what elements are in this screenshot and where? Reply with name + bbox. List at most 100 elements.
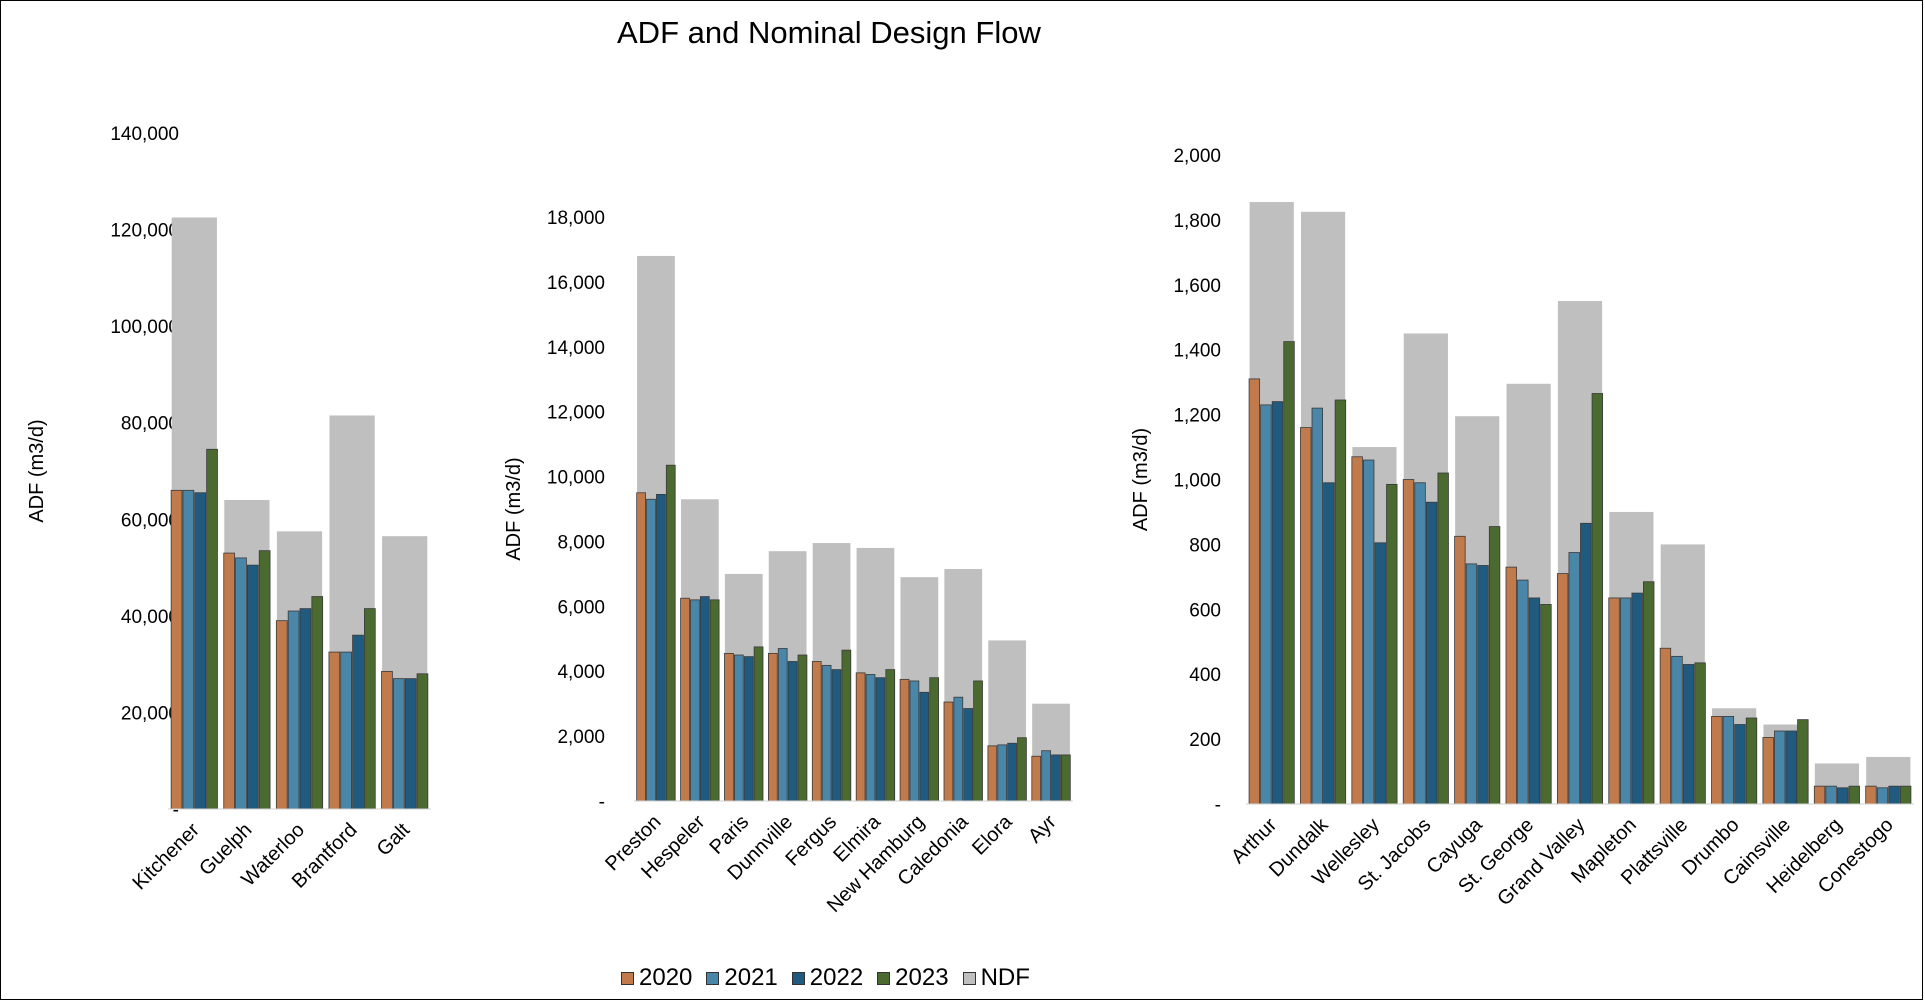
p3-y-tick-4: 800 bbox=[1189, 535, 1221, 556]
p3-y-tick-9: 1,800 bbox=[1173, 211, 1221, 232]
p2-bar-2021-preston bbox=[646, 498, 656, 802]
p3-bar-2020-plattsville bbox=[1659, 647, 1672, 805]
p2-bar-2023-preston bbox=[665, 464, 676, 802]
p1-bar-2023-brantford bbox=[364, 608, 376, 810]
p3-bar-2022-st-george bbox=[1528, 597, 1541, 805]
p1-y-tick-4: 80,000 bbox=[121, 414, 179, 435]
p3-bar-2023-mapleton bbox=[1643, 581, 1655, 805]
legend-label-2020: 2020 bbox=[639, 964, 693, 991]
p2-y-tick-8: 16,000 bbox=[547, 273, 605, 294]
p2-bar-2020-elmira bbox=[855, 672, 866, 802]
p2-y-tick-4: 8,000 bbox=[557, 532, 605, 553]
p2-y-tick-2: 4,000 bbox=[557, 662, 605, 683]
p3-bar-2022-st-jacobs bbox=[1425, 501, 1438, 805]
p1-x-tick-galt: Galt bbox=[373, 819, 415, 861]
p2-bar-2021-caledonia bbox=[953, 696, 964, 802]
p2-bar-2023-ayr bbox=[1061, 754, 1071, 802]
p3-bar-2023-plattsville bbox=[1694, 662, 1706, 805]
p3-bar-2020-st-jacobs bbox=[1402, 479, 1415, 805]
p3-bar-2020-conestogo bbox=[1865, 785, 1877, 805]
p2-bar-2023-dunnville bbox=[797, 654, 808, 802]
p2-bar-2022-paris bbox=[743, 656, 754, 802]
p1-bar-2021-kitchener bbox=[182, 489, 195, 810]
legend-label-2023: 2023 bbox=[895, 964, 949, 991]
legend-label-2021: 2021 bbox=[724, 964, 778, 991]
p2-bar-2020-new-hamburg bbox=[899, 678, 910, 802]
p3-bar-2023-grand-valley bbox=[1591, 393, 1604, 805]
p3-bar-2020-grand-valley bbox=[1556, 573, 1569, 805]
p1-bar-2020-galt bbox=[381, 670, 393, 810]
p3-y-tick-7: 1,400 bbox=[1173, 341, 1221, 362]
p2-bar-2021-new-hamburg bbox=[909, 680, 920, 802]
p1-bar-2022-galt bbox=[404, 678, 417, 810]
p3-bar-2021-cainsville bbox=[1774, 730, 1786, 805]
chart-title: ADF and Nominal Design Flow bbox=[617, 15, 1041, 50]
p2-bar-2022-elora bbox=[1007, 742, 1017, 802]
p3-bar-2023-cainsville bbox=[1797, 719, 1809, 805]
p2-bar-2020-dunnville bbox=[767, 652, 778, 802]
p2-bar-2023-fergus bbox=[841, 649, 852, 802]
p2-y-axis-label: ADF (m3/d) bbox=[503, 457, 525, 560]
p2-bar-2020-paris bbox=[724, 652, 734, 802]
p3-bar-2021-mapleton bbox=[1619, 597, 1632, 805]
p1-y-tick-0: - bbox=[173, 800, 179, 821]
p2-bar-2020-preston bbox=[636, 492, 646, 802]
p1-bar-2022-guelph bbox=[246, 564, 259, 810]
legend-swatch-2021 bbox=[706, 971, 720, 985]
p3-bar-2020-drumbo bbox=[1711, 715, 1723, 805]
p2-y-tick-5: 10,000 bbox=[547, 468, 605, 489]
p2-y-tick-9: 18,000 bbox=[547, 208, 605, 229]
legend-swatch-2022 bbox=[791, 971, 805, 985]
p1-y-tick-6: 120,000 bbox=[110, 221, 179, 242]
legend-item-2022: 2022 bbox=[791, 964, 864, 992]
p2-bar-2022-hespeler bbox=[699, 596, 710, 802]
p2-bar-2021-elora bbox=[997, 744, 1008, 802]
p2-bar-2021-hespeler bbox=[690, 599, 700, 802]
p2-bar-2021-elmira bbox=[865, 674, 876, 802]
p2-bar-2023-hespeler bbox=[709, 599, 720, 802]
p3-bar-2023-conestogo bbox=[1899, 785, 1912, 805]
p1-y-tick-2: 40,000 bbox=[121, 607, 179, 628]
p3-y-tick-0: - bbox=[1215, 795, 1221, 816]
p2-bar-2023-new-hamburg bbox=[929, 677, 940, 802]
p3-bar-2020-mapleton bbox=[1608, 597, 1620, 805]
p3-bar-2020-arthur bbox=[1248, 378, 1261, 805]
p3-bar-2022-mapleton bbox=[1631, 592, 1643, 805]
p1-bar-2023-waterloo bbox=[311, 596, 324, 810]
p1-bar-2020-brantford bbox=[328, 651, 341, 810]
p3-bar-2021-grand-valley bbox=[1568, 552, 1580, 805]
p1-y-tick-7: 140,000 bbox=[110, 124, 179, 145]
p3-bar-2023-arthur bbox=[1283, 341, 1295, 805]
p3-bar-2022-cainsville bbox=[1785, 730, 1797, 805]
p1-bar-2020-kitchener bbox=[170, 489, 183, 810]
p1-y-tick-1: 20,000 bbox=[121, 703, 179, 724]
p2-y-tick-6: 12,000 bbox=[547, 403, 605, 424]
p3-y-tick-8: 1,600 bbox=[1173, 276, 1221, 297]
p1-x-tick-kitchener: Kitchener bbox=[129, 819, 205, 895]
p2-y-tick-0: - bbox=[599, 792, 605, 813]
legend-label-2022: 2022 bbox=[809, 964, 864, 991]
p1-bar-2023-kitchener bbox=[206, 448, 218, 810]
legend-swatch-ndf bbox=[962, 971, 976, 985]
p2-bar-2022-fergus bbox=[831, 669, 842, 802]
p2-bar-2023-caledonia bbox=[973, 680, 983, 802]
legend-swatch-2020 bbox=[621, 971, 634, 985]
p3-bar-2022-plattsville bbox=[1682, 664, 1695, 805]
p3-bar-2020-cainsville bbox=[1762, 737, 1774, 805]
p3-bar-2022-cayuga bbox=[1477, 565, 1489, 805]
p3-bar-2023-heidelberg bbox=[1848, 785, 1860, 805]
p2-bar-2021-paris bbox=[733, 654, 744, 802]
p3-bar-2022-wellesley bbox=[1374, 542, 1386, 805]
p3-bar-2020-cayuga bbox=[1454, 535, 1466, 805]
p2-bar-2021-ayr bbox=[1041, 750, 1051, 802]
p2-x-tick-elora: Elora bbox=[968, 810, 1017, 859]
p2-bar-2022-preston bbox=[656, 493, 666, 802]
p3-bar-2021-st-george bbox=[1517, 579, 1529, 805]
p2-bar-2021-fergus bbox=[821, 664, 832, 802]
p3-bar-2021-st-jacobs bbox=[1414, 482, 1426, 805]
p2-bar-2020-ayr bbox=[1031, 755, 1042, 802]
p2-y-tick-3: 6,000 bbox=[557, 597, 605, 618]
p3-y-tick-10: 2,000 bbox=[1173, 146, 1221, 167]
p3-bar-2022-arthur bbox=[1271, 401, 1284, 805]
p1-bar-2023-guelph bbox=[258, 550, 271, 810]
